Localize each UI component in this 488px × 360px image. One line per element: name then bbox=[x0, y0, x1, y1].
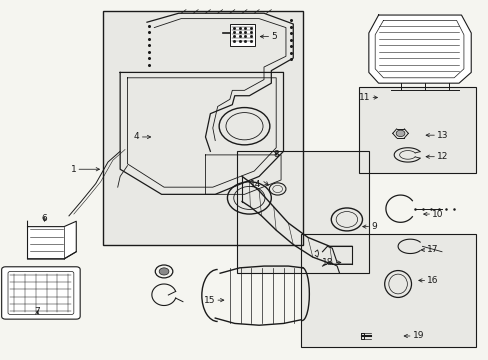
Text: 10: 10 bbox=[431, 210, 443, 219]
Bar bbox=[229, 24, 255, 45]
Bar bbox=[237, 151, 368, 273]
Text: 12: 12 bbox=[436, 152, 447, 161]
Bar bbox=[300, 234, 475, 347]
Text: 19: 19 bbox=[412, 332, 424, 341]
Bar bbox=[358, 87, 475, 173]
Text: 7: 7 bbox=[34, 307, 40, 316]
Text: 11: 11 bbox=[358, 93, 369, 102]
Text: 9: 9 bbox=[370, 222, 376, 231]
FancyBboxPatch shape bbox=[1, 267, 80, 319]
Circle shape bbox=[159, 268, 168, 275]
Text: 14: 14 bbox=[250, 180, 261, 189]
Bar bbox=[103, 12, 303, 244]
Text: 4: 4 bbox=[134, 132, 140, 141]
Text: 13: 13 bbox=[436, 131, 447, 140]
Bar bbox=[358, 87, 475, 173]
Text: 6: 6 bbox=[41, 214, 47, 223]
Text: 15: 15 bbox=[203, 296, 215, 305]
Text: 1: 1 bbox=[70, 165, 76, 174]
Text: 16: 16 bbox=[427, 276, 438, 285]
Text: 18: 18 bbox=[322, 258, 333, 267]
Polygon shape bbox=[368, 15, 470, 83]
Circle shape bbox=[395, 130, 404, 136]
Bar bbox=[237, 151, 368, 273]
Polygon shape bbox=[27, 221, 76, 259]
Text: 8: 8 bbox=[273, 149, 279, 158]
Bar bbox=[300, 234, 475, 347]
Text: 5: 5 bbox=[271, 32, 277, 41]
Text: 17: 17 bbox=[427, 246, 438, 255]
Bar bbox=[103, 12, 303, 244]
